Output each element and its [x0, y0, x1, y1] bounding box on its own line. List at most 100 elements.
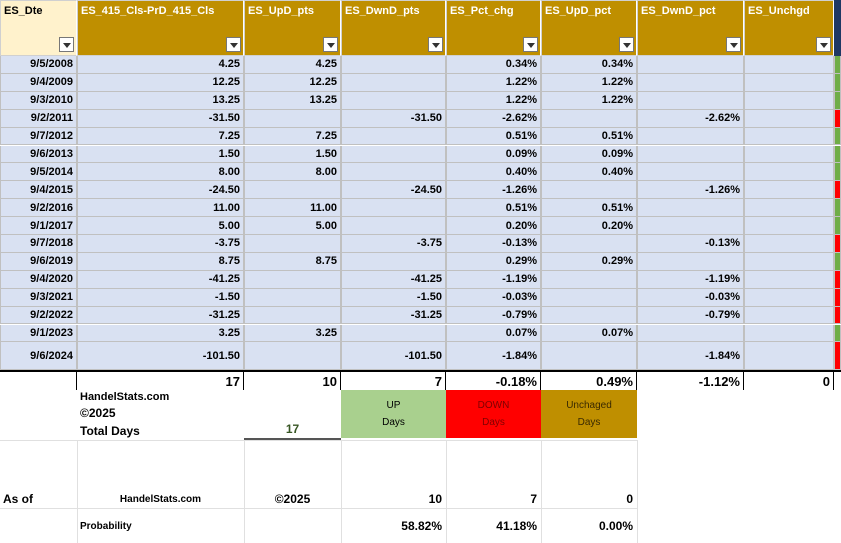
probability: 58.82%	[401, 519, 442, 533]
data-cell: 12.25	[77, 73, 244, 92]
data-cell	[744, 109, 834, 128]
filter-button[interactable]	[226, 37, 241, 52]
filter-button[interactable]	[323, 37, 338, 52]
filter-button[interactable]	[428, 37, 443, 52]
year-label-2: ©2025	[274, 492, 311, 506]
grid-line	[637, 440, 638, 543]
data-cell: 9/4/2015	[0, 181, 77, 200]
filter-button[interactable]	[59, 37, 74, 52]
data-cell: 9/5/2014	[0, 163, 77, 182]
as-of-label: As of	[3, 492, 33, 506]
filter-button[interactable]	[523, 37, 538, 52]
data-cell: 9/3/2021	[0, 288, 77, 307]
data-cell: 9/1/2017	[0, 217, 77, 235]
status-cell	[834, 145, 841, 164]
data-cell	[341, 91, 446, 110]
data-cell: 3.25	[77, 324, 244, 343]
total-cell	[0, 370, 77, 390]
data-cell: -1.19%	[637, 270, 744, 289]
filter-button[interactable]	[726, 37, 741, 52]
data-cell	[341, 163, 446, 182]
total-days: 17	[244, 420, 341, 440]
data-cell	[341, 324, 446, 343]
data-cell: 0.34%	[541, 56, 637, 74]
data-cell: 8.75	[77, 252, 244, 271]
data-cell: 0.09%	[541, 145, 637, 164]
data-cell: -31.50	[77, 109, 244, 128]
status-cell	[834, 163, 841, 182]
category-box: DOWN Days	[446, 390, 541, 438]
data-cell: 0.09%	[446, 145, 541, 164]
grid-line	[77, 440, 78, 543]
data-cell	[744, 306, 834, 325]
data-cell: 8.00	[244, 163, 341, 182]
data-cell: -41.25	[77, 270, 244, 289]
data-cell: -2.62%	[446, 109, 541, 128]
status-cell	[834, 342, 841, 370]
data-cell: -1.50	[77, 288, 244, 307]
total-cell: 10	[244, 370, 341, 390]
data-cell	[637, 56, 744, 74]
data-cell: 0.20%	[446, 217, 541, 235]
data-cell	[637, 145, 744, 164]
data-cell	[341, 127, 446, 146]
data-cell: 0.07%	[446, 324, 541, 343]
data-cell: -1.50	[341, 288, 446, 307]
data-cell: 5.00	[244, 217, 341, 235]
data-cell: -0.13%	[446, 235, 541, 253]
data-cell: -1.26%	[637, 181, 744, 200]
data-cell	[744, 252, 834, 271]
filter-button[interactable]	[816, 37, 831, 52]
status-cell	[834, 109, 841, 128]
data-cell: 0.40%	[446, 163, 541, 182]
status-cell	[834, 73, 841, 92]
data-cell	[341, 217, 446, 235]
data-cell	[744, 270, 834, 289]
data-cell	[744, 91, 834, 110]
column-header: ES_415_Cls-PrD_415_Cls	[77, 0, 244, 56]
data-cell	[541, 342, 637, 370]
data-cell: 13.25	[244, 91, 341, 110]
status-cell	[834, 127, 841, 146]
data-cell	[637, 252, 744, 271]
data-cell: 9/1/2023	[0, 324, 77, 343]
data-cell: 0.40%	[541, 163, 637, 182]
data-cell	[744, 181, 834, 200]
data-cell: 0.51%	[541, 127, 637, 146]
data-cell: 0.51%	[446, 199, 541, 218]
data-cell	[341, 56, 446, 74]
column-header: ES_Dte	[0, 0, 77, 56]
data-cell: 0.20%	[541, 217, 637, 235]
data-cell: 9/4/2020	[0, 270, 77, 289]
data-cell	[744, 235, 834, 253]
data-cell: 9/6/2019	[0, 252, 77, 271]
data-cell: -0.03%	[637, 288, 744, 307]
data-cell: 9/6/2024	[0, 342, 77, 370]
data-cell: 4.25	[77, 56, 244, 74]
data-cell: -31.25	[341, 306, 446, 325]
probability: 0.00%	[598, 519, 633, 533]
data-cell	[541, 270, 637, 289]
data-cell	[744, 217, 834, 235]
data-cell	[541, 306, 637, 325]
total-cell: 0	[744, 370, 834, 390]
data-cell: -3.75	[77, 235, 244, 253]
data-cell: 4.25	[244, 56, 341, 74]
filter-button[interactable]	[619, 37, 634, 52]
data-cell: -0.13%	[637, 235, 744, 253]
data-cell	[744, 56, 834, 74]
total-cell	[834, 370, 841, 390]
data-cell	[244, 109, 341, 128]
data-cell	[244, 270, 341, 289]
count: 0	[626, 492, 633, 506]
data-cell	[744, 163, 834, 182]
data-cell: 1.22%	[446, 73, 541, 92]
data-cell: 1.50	[77, 145, 244, 164]
data-cell: -0.79%	[637, 306, 744, 325]
grid-line	[0, 508, 637, 509]
data-cell: -41.25	[341, 270, 446, 289]
data-cell	[744, 145, 834, 164]
total-cell: 0.49%	[541, 370, 637, 390]
data-cell	[341, 73, 446, 92]
data-cell	[637, 324, 744, 343]
